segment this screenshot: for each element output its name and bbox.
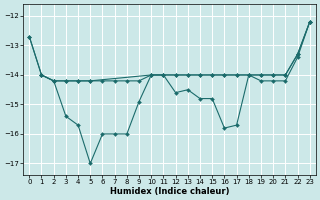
X-axis label: Humidex (Indice chaleur): Humidex (Indice chaleur) xyxy=(110,187,229,196)
